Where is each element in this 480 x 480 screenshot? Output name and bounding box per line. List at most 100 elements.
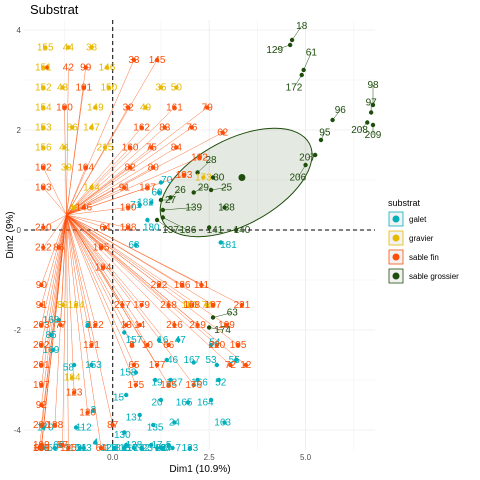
x-axis-ticks: 0.0 2.5 5.0 <box>107 453 312 462</box>
point-label: 180 <box>143 223 160 234</box>
point-label: 12 <box>240 360 252 371</box>
point-label: 188 <box>120 223 137 234</box>
point-label: 137 <box>162 225 179 236</box>
point-label: 192 <box>191 153 208 164</box>
point-label: 72 <box>225 360 237 371</box>
point-label: 25 <box>221 183 233 194</box>
point-label: 52 <box>215 378 227 389</box>
point-label: 124 <box>68 300 85 311</box>
point-label: 150 <box>101 83 118 94</box>
point-label: 80 <box>148 163 160 174</box>
point-sable-grossier <box>300 73 304 77</box>
point-label: 44 <box>63 43 75 54</box>
point-label: 86 <box>53 243 65 254</box>
point-label: 20 <box>152 398 164 409</box>
point-label: 62 <box>217 128 229 139</box>
point-label: 161 <box>166 103 183 114</box>
point-sable-grossier <box>161 208 165 212</box>
point-label: 131 <box>126 413 143 424</box>
point-label: 109 <box>218 320 235 331</box>
point-label: 33 <box>128 55 140 66</box>
point-label: 151 <box>35 63 52 74</box>
point-label: 179 <box>133 300 150 311</box>
point-label: 146 <box>99 63 116 74</box>
point-label: 75 <box>146 143 158 154</box>
point-label: 132 <box>133 443 150 454</box>
point-label: 42 <box>63 63 75 74</box>
point-label: 189 <box>33 443 50 454</box>
point-label: 197 <box>33 380 50 391</box>
point-sable-grossier <box>209 188 213 192</box>
point-label: 175 <box>128 380 145 391</box>
chart-title: Substrat <box>30 2 79 17</box>
point-label: 149 <box>87 103 104 114</box>
point-label: 144 <box>83 183 100 194</box>
point-label: 70 <box>161 175 173 186</box>
point-label: 219 <box>189 320 206 331</box>
plot-panel: 18129 61172 98979620820995207206283026 29 25… <box>24 20 382 454</box>
point-label: 145 <box>149 55 166 66</box>
point-label: 8 <box>129 340 135 351</box>
point-label: 47 <box>175 335 187 346</box>
point-label: 141 <box>207 225 224 236</box>
point-label: 66 <box>163 340 175 351</box>
legend-label: sable grossier <box>409 272 459 281</box>
point-label: 135 <box>147 423 164 434</box>
point-label: 188 <box>47 420 64 431</box>
y-tick-label: -2 <box>14 326 22 335</box>
point-label: 32 <box>123 103 135 114</box>
point-label: 165 <box>176 398 193 409</box>
point-label: 201 <box>33 360 50 371</box>
point-label: 203 <box>33 320 50 331</box>
point-label: 68 <box>128 240 140 251</box>
point-label: 187 <box>139 183 156 194</box>
point-label: 104 <box>77 163 94 174</box>
point-label: 215 <box>97 143 114 154</box>
point-label: 76 <box>186 123 198 134</box>
point-label: 39 <box>61 163 73 174</box>
point-label: 136 <box>180 225 197 236</box>
point-label: 220 <box>209 340 226 351</box>
point-label: 97 <box>366 98 378 109</box>
y-tick-label: 4 <box>17 26 22 35</box>
point-label: 139 <box>185 203 202 214</box>
point-label: 83 <box>159 123 171 134</box>
point-label: 153 <box>35 123 52 134</box>
point-label: 61 <box>306 48 318 59</box>
point-label: 86 <box>67 123 79 134</box>
x-axis-label: Dim1 (10.9%) <box>169 464 230 475</box>
point-label: 167 <box>183 355 200 366</box>
point-label: 99 <box>80 63 92 74</box>
point-label: 155 <box>37 43 54 54</box>
point-label: 221 <box>234 300 251 311</box>
point-sable-grossier <box>288 43 292 47</box>
point-label: 184 <box>64 373 81 384</box>
y-tick-label: -4 <box>14 426 22 435</box>
point-galet <box>124 393 128 397</box>
point-label: 103 <box>35 183 52 194</box>
point-label: 134 <box>155 443 172 454</box>
legend-swatch <box>393 254 400 261</box>
point-label: 217 <box>114 300 131 311</box>
point-label: 49 <box>140 103 152 114</box>
point-label: 38 <box>86 43 98 54</box>
legend-swatch <box>393 235 400 242</box>
y-axis-label: Dim2 (9%) <box>5 211 16 258</box>
point-label: 160 <box>122 143 139 154</box>
point-label: 50 <box>171 83 183 94</box>
point-label: 64 <box>99 223 111 234</box>
point-label: 102 <box>35 163 52 174</box>
point-label: 46 <box>167 355 179 366</box>
point-label: 140 <box>234 225 251 236</box>
point-label: 125 <box>60 443 77 454</box>
point-sable-grossier <box>161 215 165 219</box>
y-tick-label: 2 <box>17 126 22 135</box>
point-label: 121 <box>83 340 100 351</box>
point-label: 163 <box>214 418 231 429</box>
point-label: 15 <box>113 393 125 404</box>
point-label: 96 <box>335 105 347 116</box>
point-label: 129 <box>266 45 283 56</box>
point-label: 41 <box>59 143 71 154</box>
point-label: 153 <box>85 360 102 371</box>
point-label: 210 <box>35 223 52 234</box>
